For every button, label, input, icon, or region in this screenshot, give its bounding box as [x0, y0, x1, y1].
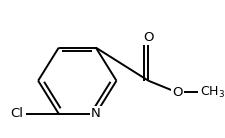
Text: N: N — [91, 107, 100, 120]
Text: O: O — [142, 31, 153, 44]
Text: CH$_3$: CH$_3$ — [199, 85, 224, 100]
Text: O: O — [171, 86, 182, 99]
Text: Cl: Cl — [10, 107, 23, 120]
